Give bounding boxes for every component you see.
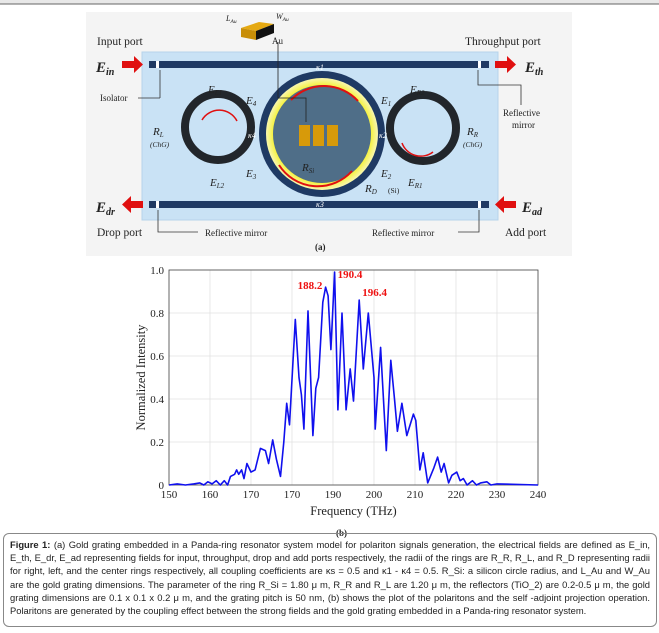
caption-text: (a) Gold grating embedded in a Panda-rin… bbox=[10, 539, 651, 617]
mirror-marker-bottom-left bbox=[156, 201, 159, 208]
gold-label: Au bbox=[272, 36, 283, 46]
x-tick-label: 230 bbox=[489, 489, 506, 501]
mirror-pointer bbox=[458, 210, 480, 233]
field-e-th: Eth bbox=[524, 60, 544, 78]
mirror-label-bottom-left: Reflective mirror bbox=[205, 228, 267, 238]
y-tick-label: 1.0 bbox=[150, 265, 164, 277]
gold-length-label: LAu bbox=[225, 14, 237, 25]
x-tick-label: 240 bbox=[530, 489, 547, 501]
peak-annotation: 190.4 bbox=[338, 269, 363, 281]
throughput-port-label: Throughput port bbox=[465, 36, 542, 48]
mirror-label-line1: Reflective bbox=[503, 108, 540, 118]
field-e2: E2 bbox=[380, 168, 392, 181]
x-tick-label: 220 bbox=[448, 489, 465, 501]
y-tick-label: 0.2 bbox=[150, 437, 164, 449]
peak-annotation: 196.4 bbox=[362, 287, 387, 299]
right-ring bbox=[386, 91, 460, 165]
field-e-dr: Edr bbox=[95, 200, 115, 218]
kappa-2: κ2 bbox=[379, 131, 387, 140]
throughput-arrow-icon bbox=[495, 56, 516, 73]
y-tick-label: 0.8 bbox=[150, 308, 164, 320]
field-e-ad: Ead bbox=[521, 200, 543, 218]
y-tick-label: 0.4 bbox=[150, 394, 164, 406]
add-port-label: Add port bbox=[505, 227, 547, 239]
field-e3: E3 bbox=[245, 168, 257, 181]
gold-bar bbox=[299, 125, 310, 146]
circulation-arrow bbox=[278, 164, 353, 188]
gold-block-end bbox=[256, 24, 274, 40]
mirror-label-bottom-right: Reflective mirror bbox=[372, 228, 434, 238]
mirror-label-line2: mirror bbox=[512, 120, 535, 130]
au-pointer bbox=[277, 42, 307, 122]
silicon-radius: RSi bbox=[301, 162, 314, 175]
ring-right-radius: RR bbox=[466, 126, 479, 139]
ring-right-material: (ChG) bbox=[463, 140, 483, 149]
x-tick-label: 190 bbox=[325, 489, 342, 501]
field-er2: ER2 bbox=[409, 84, 425, 97]
ring-left-radius: RL bbox=[152, 126, 164, 139]
gold-bar bbox=[313, 125, 324, 146]
kappa-4: κ4 bbox=[248, 131, 256, 140]
left-ring bbox=[181, 90, 255, 164]
ring-left-material: (ChG) bbox=[150, 140, 170, 149]
drop-port-label: Drop port bbox=[97, 227, 143, 239]
figure-caption: Figure 1: (a) Gold grating embedded in a… bbox=[3, 533, 657, 627]
ring-center-material: (Si) bbox=[388, 186, 400, 195]
add-arrow-icon bbox=[495, 196, 516, 213]
field-el2: EL2 bbox=[209, 177, 225, 190]
circulation-arrow bbox=[401, 142, 434, 157]
intensity-chart: 150 160 170 170 190 200 210 220 230 240 0 0.2 0.4 0.6… bbox=[134, 265, 547, 518]
y-axis-label: Normalized Intensity bbox=[134, 324, 148, 431]
x-tick-label: 210 bbox=[407, 489, 424, 501]
top-waveguide bbox=[149, 61, 489, 68]
gold-block-icon bbox=[241, 22, 274, 31]
gold-block-side bbox=[241, 28, 256, 40]
y-tick-label: 0 bbox=[159, 480, 165, 492]
ring-center-radius: RD bbox=[364, 183, 377, 196]
x-tick-label: 200 bbox=[366, 489, 383, 501]
isolator-label: Isolator bbox=[100, 93, 128, 103]
field-e1: E1 bbox=[380, 95, 391, 108]
drop-arrow-icon bbox=[122, 196, 143, 213]
kappa-3: κ3 bbox=[316, 200, 324, 209]
circulation-arrow bbox=[290, 85, 359, 102]
gold-bar bbox=[327, 125, 338, 146]
panel-a-diagram: Input port Throughput port Drop port Add… bbox=[95, 12, 547, 252]
y-tick-label: 0.6 bbox=[150, 351, 164, 363]
x-tick-label: 170 bbox=[243, 489, 260, 501]
mirror-marker-bottom-right bbox=[478, 201, 481, 208]
panel-b-background bbox=[107, 259, 556, 545]
peak-annotation: 188.2 bbox=[298, 280, 323, 292]
series-line-polaritons bbox=[168, 271, 539, 486]
panel-a-label: (a) bbox=[315, 242, 326, 252]
gold-width-label: WAu bbox=[276, 12, 289, 23]
top-frame bbox=[0, 0, 659, 4]
caption-label: Figure 1: bbox=[10, 539, 51, 550]
mirror-marker-top-right bbox=[478, 61, 481, 68]
x-axis-label: Frequency (THz) bbox=[310, 504, 396, 518]
input-port-label: Input port bbox=[97, 36, 143, 48]
kappa-1: κ1 bbox=[316, 63, 324, 72]
mirror-pointer bbox=[477, 70, 522, 105]
x-tick-label: 170 bbox=[284, 489, 301, 501]
x-tick-label: 160 bbox=[202, 489, 219, 501]
plot-frame bbox=[168, 269, 539, 486]
field-e4: E4 bbox=[245, 95, 257, 108]
mirror-pointer bbox=[157, 210, 198, 233]
bottom-waveguide bbox=[149, 201, 489, 208]
field-e-in: Ein bbox=[95, 60, 115, 78]
circulation-arrow bbox=[201, 109, 238, 122]
x-tick-label: 150 bbox=[161, 489, 178, 501]
input-arrow-icon bbox=[122, 56, 143, 73]
field-el1: EL1 bbox=[207, 84, 222, 97]
isolator-marker bbox=[156, 61, 159, 68]
field-er1: ER1 bbox=[407, 177, 423, 190]
